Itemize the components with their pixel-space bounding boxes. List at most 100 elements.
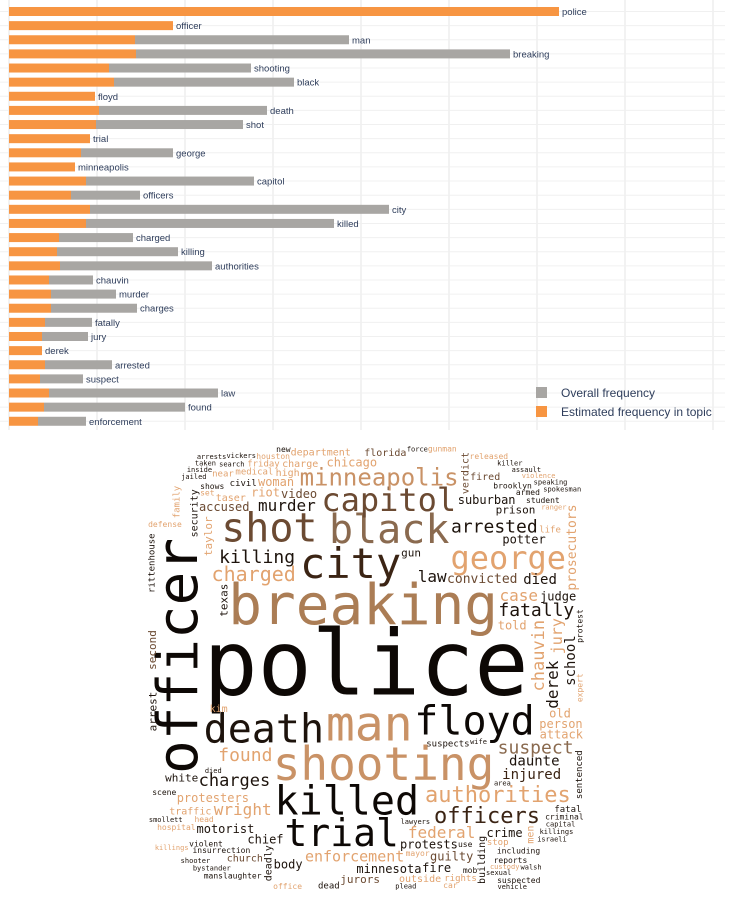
word-fatally: fatally [498, 600, 574, 621]
word-city: city [300, 539, 401, 588]
word-expert: expert [575, 673, 584, 702]
word-man: man [326, 696, 413, 752]
word-shooter: shooter [181, 857, 211, 865]
bar-overall-found [44, 402, 185, 412]
bar-overall-george [81, 148, 173, 158]
word-vehicle: vehicle [497, 883, 527, 890]
bar-estimated-found [9, 402, 44, 412]
bar-label-minneapolis: minneapolis [78, 162, 129, 173]
word-rights: rights [444, 874, 477, 884]
bar-overall-charged [59, 233, 133, 243]
bar-estimated-authorities [9, 261, 60, 271]
bar-overall-charges [51, 303, 137, 313]
word-killings: killings [540, 828, 574, 836]
word-deadly: deadly [263, 845, 274, 881]
word-killings: killings [155, 844, 189, 852]
word-family: family [172, 485, 182, 518]
bar-overall-suspect [40, 374, 83, 384]
word-vickers: vickers [226, 452, 256, 460]
legend-label-estimated: Estimated frequency in topic [561, 405, 712, 419]
word-high: high [276, 468, 300, 479]
word-murder: murder [258, 496, 316, 515]
word-use: use [458, 840, 473, 849]
word-building: building [477, 836, 488, 884]
word-chauvin: chauvin [529, 620, 549, 692]
word-set: set [200, 488, 215, 497]
word-charged: charged [212, 562, 296, 586]
bar-overall-capitol [86, 176, 254, 186]
word-defense: defense [148, 520, 182, 529]
bar-label-death: death [270, 106, 294, 117]
word-shot: shot [221, 505, 317, 551]
bar-overall-death [99, 105, 267, 115]
bar-estimated-derek [9, 346, 42, 356]
bar-estimated-black [9, 77, 114, 87]
legend-label-overall: Overall frequency [561, 386, 655, 400]
bar-label-black: black [297, 78, 319, 89]
word-capital: capital [546, 821, 576, 829]
word-area: area [494, 779, 511, 787]
bar-estimated-city [9, 204, 90, 214]
word-fire: fire [422, 861, 451, 875]
bar-estimated-police [9, 7, 559, 16]
word-life: life [539, 525, 561, 535]
bar-label-floyd: floyd [98, 92, 118, 103]
word-lawyers: lawyers [401, 818, 431, 826]
word-violence: violence [522, 472, 556, 480]
word-black: black [329, 507, 449, 553]
bar-overall-shooting [109, 63, 251, 73]
word-released: released [470, 452, 509, 461]
bar-overall-enforcement [38, 416, 86, 426]
bar-estimated-death [9, 105, 99, 115]
word-outside: outside [399, 874, 441, 885]
bar-estimated-chauvin [9, 275, 49, 285]
bar-overall-man [135, 35, 349, 45]
bar-estimated-law [9, 388, 49, 398]
bar-overall-law [49, 388, 218, 398]
bar-overall-killed [86, 218, 334, 228]
word-second: second [148, 630, 159, 670]
word-chief: chief [247, 833, 283, 847]
word-department: department [291, 447, 351, 458]
bar-overall-jury [42, 331, 88, 341]
word-minnesota: minnesota [356, 862, 421, 876]
word-inside: inside [187, 466, 212, 474]
word-death: death [204, 706, 324, 752]
word-authorities: authorities [425, 783, 571, 808]
word-mayor: mayor [406, 849, 430, 858]
word-stop: stop [487, 838, 509, 848]
legend-swatch-estimated [536, 406, 547, 417]
word-chicago: chicago [327, 455, 378, 469]
bar-overall-officers [71, 190, 140, 200]
word-protesters: protesters [177, 791, 249, 805]
word-protest: protest [575, 609, 584, 643]
word-found: found [218, 745, 272, 766]
bar-estimated-shooting [9, 63, 109, 73]
word-shooting: shooting [273, 737, 495, 791]
bar-estimated-floyd [9, 91, 95, 101]
word-killing: killing [219, 547, 295, 568]
bar-chart: police officer man breaking shooting black flo… [0, 0, 725, 430]
word-breaking: breaking [228, 573, 498, 638]
word-medical: medical [235, 468, 273, 478]
word-wife: wife [470, 738, 487, 746]
word-cloud: police breaking officer man shooting city deat… [148, 446, 584, 890]
word-ranger: ranger [541, 503, 566, 511]
word-security: security [189, 489, 200, 537]
word-men: men [525, 826, 536, 844]
word-taylor: taylor [202, 516, 215, 556]
word-church: church [227, 853, 263, 864]
word-jailed: jailed [181, 473, 206, 481]
bar-overall-fatally [45, 317, 92, 327]
word-walsh: walsh [521, 864, 542, 872]
word-enforcement: enforcement [305, 848, 404, 866]
bar-estimated-arrested [9, 360, 45, 370]
word-armed: armed [516, 488, 540, 497]
word-died: died [523, 572, 557, 588]
word-traffic: traffic [169, 807, 211, 818]
word-force: force [407, 446, 428, 453]
word-custody: custody [490, 863, 520, 871]
word-federal: federal [408, 823, 475, 842]
word-derek: derek [543, 660, 562, 709]
word-plead: plead [395, 882, 416, 890]
